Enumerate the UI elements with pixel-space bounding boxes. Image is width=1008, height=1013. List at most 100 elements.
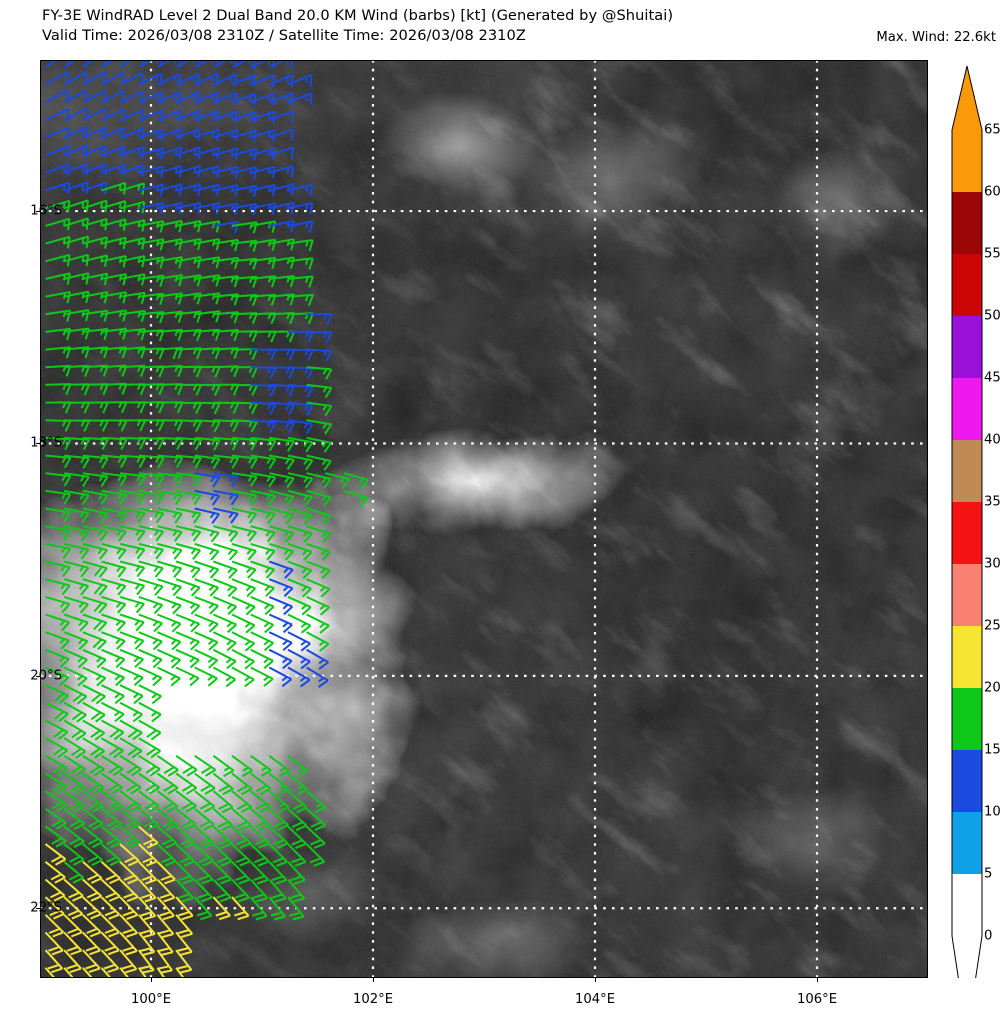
wind-barb [100,949,120,974]
x-tick-mark [595,978,596,982]
wind-barb [82,454,109,469]
wind-barb [268,578,294,598]
wind-barb [175,914,194,938]
wind-barb [231,861,251,885]
wind-barb [44,949,64,974]
wind-barb [101,472,128,487]
wind-barb [138,489,165,506]
wind-barb [45,327,72,341]
colorbar-tick-label: 45 [984,370,1001,386]
x-tick-label: 100°E [130,992,172,1007]
wind-barb [101,542,127,560]
wind-barb [64,436,90,451]
wind-barb [231,878,250,903]
wind-barb [175,109,201,122]
wind-barb [231,808,252,831]
wind-barb [212,843,233,867]
wind-barb [306,436,332,453]
wind-barb [45,309,72,322]
wind-barb [44,931,64,956]
wind-barb [45,126,70,139]
wind-barb [268,560,294,579]
wind-barb [287,631,311,652]
wind-barb [101,613,126,632]
colorbar-tick-label: 55 [984,246,1001,262]
wind-barb [175,127,201,141]
wind-barb [156,772,179,795]
wind-barb [44,878,66,902]
wind-barb [63,595,89,614]
wind-barb [45,595,71,614]
wind-barb [138,896,157,921]
wind-barb [45,472,72,487]
wind-barb [156,878,176,903]
wind-barb [138,507,165,524]
wind-barb [101,631,126,650]
y-tick-label: 16°S [30,203,62,219]
colorbar[interactable]: 0 5 10 15 20 25 30 35 40 45 50 55 60 65 [946,60,1008,978]
wind-barb [287,220,314,233]
wind-barb [82,825,104,849]
wind-barb [306,631,330,652]
colorbar-band [952,626,982,688]
satellite-map-panel[interactable] [40,60,928,978]
wind-barb [119,878,139,903]
wind-barb [101,595,127,614]
wind-barb [268,790,290,813]
wind-barb [63,719,87,741]
wind-barb [101,436,128,450]
colorbar-tick-label: 25 [984,618,1001,634]
wind-barb [268,754,290,778]
wind-barb [306,401,333,417]
wind-barb [287,861,306,885]
wind-barb [268,613,293,634]
wind-barb [101,489,128,505]
wind-barb [45,489,72,505]
wind-barb [175,825,196,849]
wind-barb [305,843,326,867]
wind-barb [306,578,331,598]
wind-barb [45,701,69,722]
wind-barb [100,843,122,867]
wind-barb [306,525,332,543]
wind-barb [287,896,305,921]
wind-barb [175,201,202,215]
wind-barb [119,701,143,723]
wind-barb [138,542,164,560]
wind-barb [175,648,200,669]
wind-barb [287,257,314,270]
wind-barb [268,128,294,141]
wind-barb [231,843,251,867]
wind-barb [119,825,141,849]
wind-barb [194,91,219,104]
wind-barb [63,825,85,848]
wind-barb [82,542,108,560]
wind-barb [231,595,256,616]
wind-barb [250,401,277,415]
wind-barb [82,525,108,542]
wind-barb [231,436,258,451]
wind-barb [175,808,197,831]
wind-barb [138,949,155,974]
wind-barb [119,127,145,140]
wind-barb [63,790,86,813]
wind-barb [268,772,290,796]
wind-barb [175,595,201,615]
wind-barb [249,878,269,903]
wind-barb [138,914,156,939]
wind-barb [119,719,143,741]
wind-barb [287,560,313,580]
wind-barb [212,631,237,652]
wind-barb [156,949,173,974]
wind-barb [100,772,123,795]
figure-title: FY-3E WindRAD Level 2 Dual Band 20.0 KM … [42,7,674,24]
wind-barb [45,631,70,650]
wind-barb [157,631,182,651]
wind-barb [250,542,276,561]
wind-barb [157,613,182,633]
wind-barb [138,91,163,104]
wind-barb [101,454,128,469]
colorbar-tick-label: 65 [984,122,1001,138]
wind-barb [82,754,105,777]
